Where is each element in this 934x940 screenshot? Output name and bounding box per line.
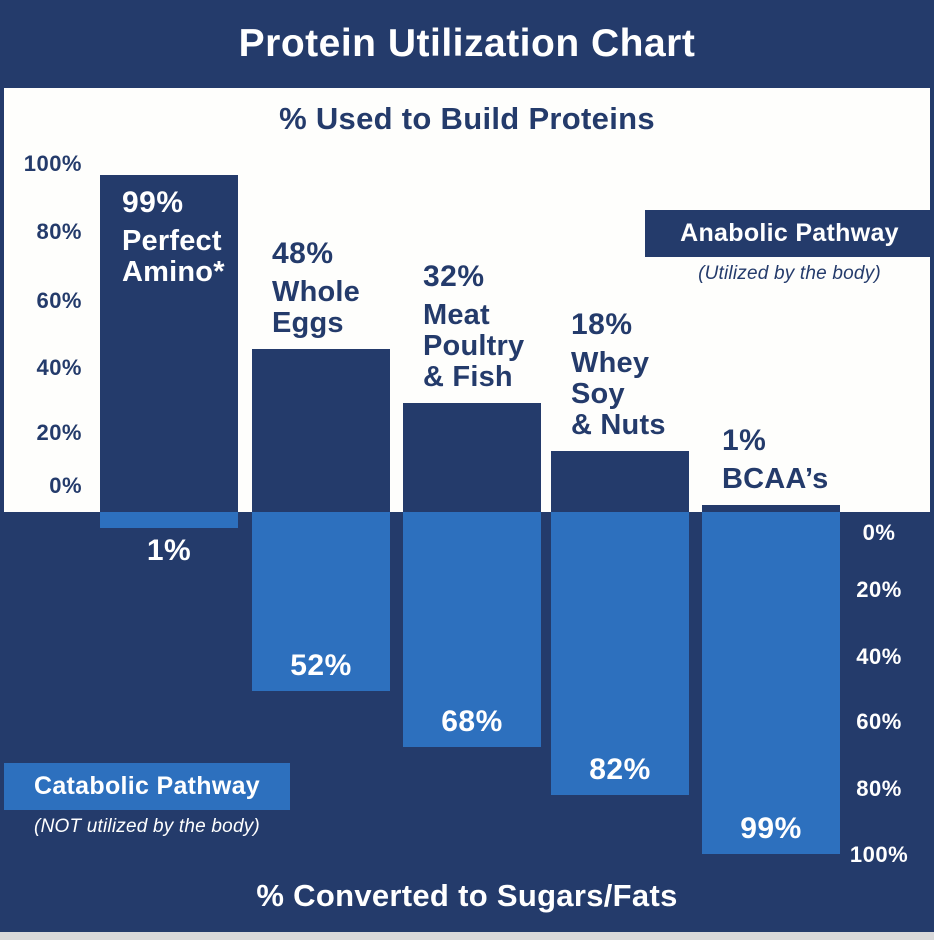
bar-name-line: Perfect <box>122 225 222 257</box>
catabolic-bar: 82% <box>551 512 689 795</box>
build-percent-label: 99% <box>122 186 184 219</box>
anabolic-bar <box>252 349 390 512</box>
catabolic-bar: 68% <box>403 512 541 747</box>
left-axis-tick: 40% <box>36 355 82 380</box>
right-axis-tick: 60% <box>856 709 902 734</box>
anabolic-legend: Anabolic Pathway <box>645 210 934 257</box>
bar-name-line: BCAA’s <box>722 463 829 495</box>
left-axis-tick: 0% <box>49 473 82 498</box>
anabolic-axis-title: % Used to Build Proteins <box>279 101 655 136</box>
convert-percent-label: 99% <box>740 812 802 845</box>
catabolic-bar: 99% <box>702 512 840 854</box>
convert-percent-label: 68% <box>441 705 503 738</box>
bar-name-line: & Fish <box>423 361 513 393</box>
catabolic-bar: 52% <box>252 512 390 691</box>
catabolic-legend-sub: (NOT utilized by the body) <box>34 816 260 837</box>
bar-name-line: Poultry <box>423 330 525 362</box>
left-axis-tick: 20% <box>36 420 82 445</box>
anabolic-bar <box>702 505 840 512</box>
bar-name-line: Soy <box>571 378 625 410</box>
left-axis-tick: 80% <box>36 219 82 244</box>
bar-name-line: Eggs <box>272 307 344 339</box>
title-banner: Protein Utilization Chart <box>0 0 934 88</box>
anabolic-bar <box>403 403 541 512</box>
bar-name-line: Whey <box>571 347 650 379</box>
convert-percent-label: 1% <box>146 534 192 567</box>
build-percent-label: 18% <box>571 308 633 341</box>
catabolic-bar <box>100 512 238 528</box>
right-axis-tick: 100% <box>849 842 909 867</box>
bar-name-line: Meat <box>423 299 490 331</box>
right-axis-tick: 0% <box>862 520 896 545</box>
bar-category-label: 99% Perfect Amino* <box>122 186 274 288</box>
page-title: Protein Utilization Chart <box>238 22 696 65</box>
bar-name-line: Amino* <box>122 256 225 288</box>
build-percent-label: 32% <box>423 260 485 293</box>
convert-percent-label: 82% <box>589 753 651 786</box>
anabolic-legend-sub: (Utilized by the body) <box>698 263 881 284</box>
left-axis-tick: 60% <box>36 288 82 313</box>
anabolic-legend-label: Anabolic Pathway <box>680 219 899 247</box>
bar-name-line: & Nuts <box>571 409 666 441</box>
catabolic-legend: Catabolic Pathway <box>4 763 290 810</box>
right-axis-tick: 20% <box>856 577 902 602</box>
bar-category-label: 1% BCAA’s <box>722 424 874 495</box>
catabolic-axis-title: % Converted to Sugars/Fats <box>256 878 678 913</box>
right-axis-tick: 80% <box>856 776 902 801</box>
footer-strip <box>0 932 934 940</box>
right-axis-tick: 40% <box>856 644 902 669</box>
catabolic-legend-label: Catabolic Pathway <box>34 772 260 800</box>
bar-category-label: 48% Whole Eggs <box>272 237 424 339</box>
left-axis-tick: 100% <box>23 151 82 176</box>
anabolic-bar <box>551 451 689 512</box>
build-percent-label: 48% <box>272 237 334 270</box>
bar-name-line: Whole <box>272 276 360 308</box>
bar-category-label: 18% Whey Soy & Nuts <box>571 308 723 441</box>
convert-percent-label: 52% <box>290 649 352 682</box>
bar-category-label: 32% Meat Poultry & Fish <box>423 260 575 393</box>
anabolic-bar <box>100 175 238 512</box>
build-percent-label: 1% <box>722 424 767 457</box>
